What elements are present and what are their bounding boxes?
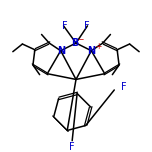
Text: N: N bbox=[57, 46, 65, 56]
Text: B: B bbox=[71, 38, 79, 48]
Text: F: F bbox=[84, 21, 89, 31]
Text: −: − bbox=[78, 35, 84, 44]
Text: F: F bbox=[69, 142, 75, 152]
Text: F: F bbox=[62, 21, 67, 31]
Text: N: N bbox=[87, 46, 95, 56]
Text: F: F bbox=[121, 82, 127, 92]
Text: +: + bbox=[95, 42, 101, 51]
